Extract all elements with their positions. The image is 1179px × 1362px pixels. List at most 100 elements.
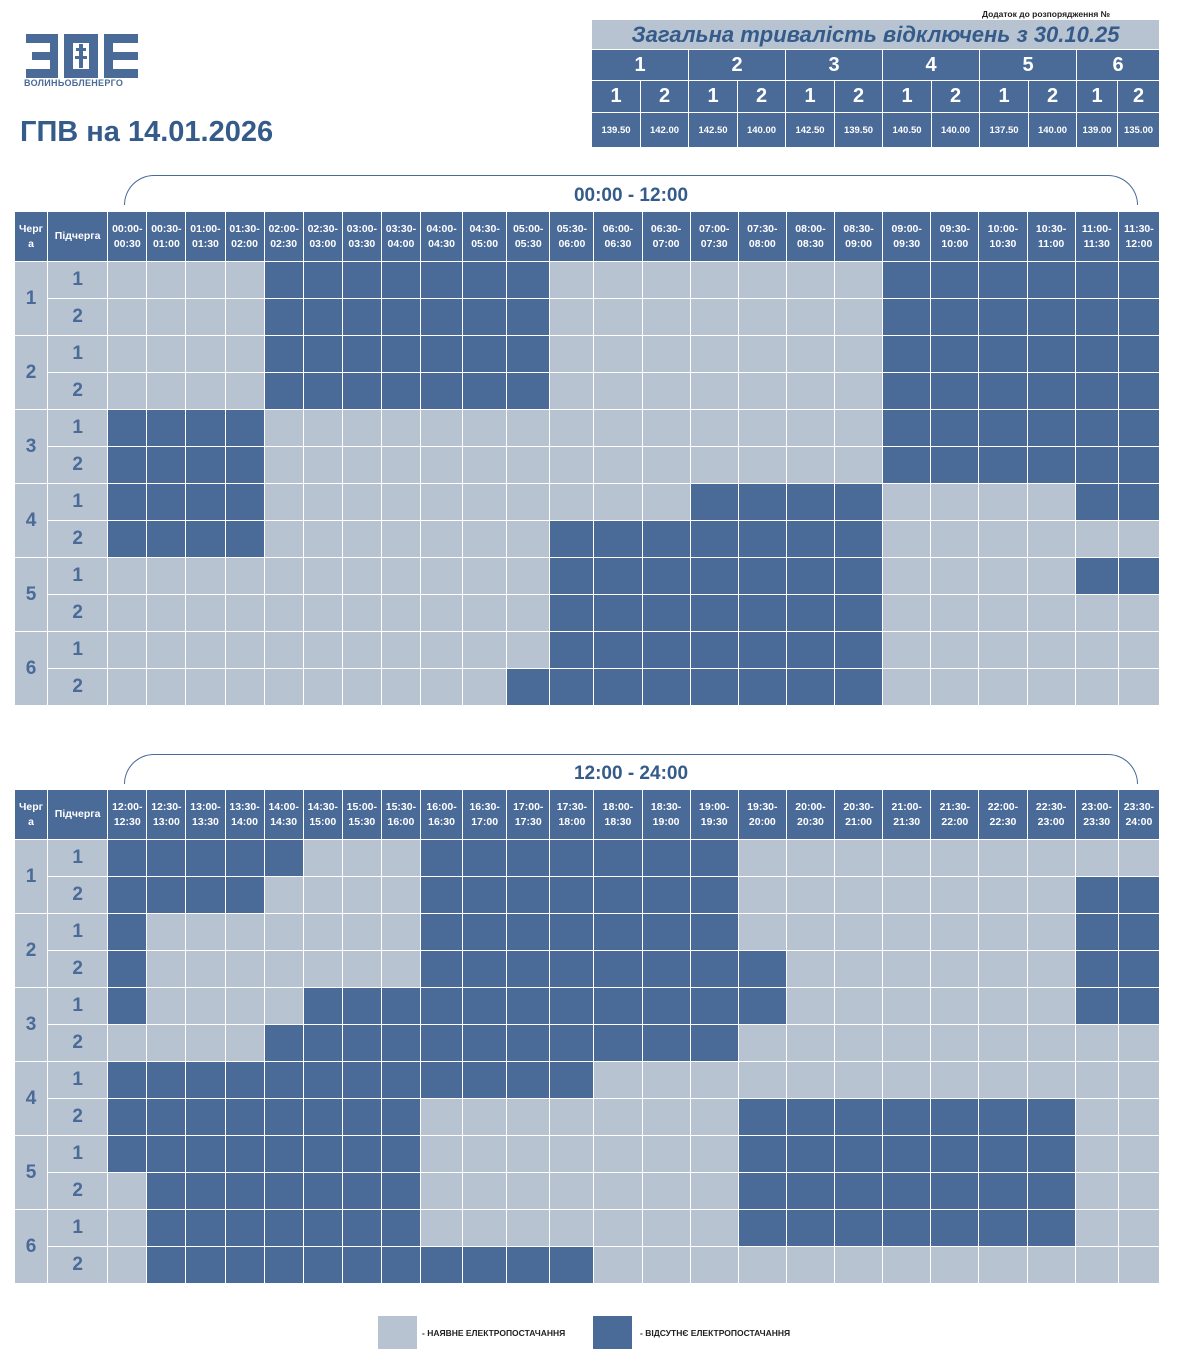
time-slot-header: 01:00- 01:30 xyxy=(185,211,226,262)
power-on-cell xyxy=(506,483,551,521)
time-slot-header: 06:00- 06:30 xyxy=(593,211,643,262)
time-slot-header: 12:30- 13:00 xyxy=(146,789,187,840)
time-slot-header: 04:00- 04:30 xyxy=(419,211,464,262)
power-on-cell xyxy=(462,1172,508,1210)
power-on-cell xyxy=(1026,668,1076,706)
power-on-cell xyxy=(302,950,343,988)
power-on-cell xyxy=(549,409,595,447)
outage-cell xyxy=(978,446,1028,484)
time-slot-header: 19:30- 20:00 xyxy=(737,789,787,840)
outage-cell xyxy=(302,1172,343,1210)
time-slot-header: 21:30- 22:00 xyxy=(930,789,980,840)
outage-cell xyxy=(785,483,836,521)
outage-cell xyxy=(930,298,980,336)
outage-cell xyxy=(419,839,464,877)
outage-cell xyxy=(380,261,421,299)
outage-cell xyxy=(930,335,980,373)
power-on-cell xyxy=(224,557,265,595)
power-on-cell xyxy=(1117,1135,1161,1173)
power-on-cell xyxy=(380,913,421,951)
outage-cell xyxy=(882,1172,932,1210)
power-on-cell xyxy=(1117,594,1161,632)
outage-cell xyxy=(689,557,739,595)
power-on-cell xyxy=(978,1061,1028,1099)
subqueue-number: 1 xyxy=(47,913,109,951)
power-on-cell xyxy=(263,987,304,1025)
power-on-cell xyxy=(224,372,265,410)
time-slot-header: 18:30- 19:00 xyxy=(641,789,691,840)
power-on-cell xyxy=(689,1061,739,1099)
power-on-cell xyxy=(641,261,691,299)
subqueue-number: 2 xyxy=(47,876,109,914)
outage-cell xyxy=(341,1098,382,1136)
outage-cell xyxy=(737,987,787,1025)
outage-cell xyxy=(185,409,226,447)
outage-cell xyxy=(1026,1135,1076,1173)
power-on-cell xyxy=(224,913,265,951)
outage-cell xyxy=(224,876,265,914)
outage-cell xyxy=(263,1172,304,1210)
time-slot-header: 03:00- 03:30 xyxy=(341,211,382,262)
outage-cell xyxy=(107,1098,148,1136)
power-on-cell xyxy=(506,557,551,595)
power-on-cell xyxy=(1074,1135,1119,1173)
power-on-cell xyxy=(1074,631,1119,669)
time-slot-header: 08:30- 09:00 xyxy=(834,211,884,262)
outage-cell xyxy=(1026,372,1076,410)
power-on-cell xyxy=(737,335,787,373)
power-on-cell xyxy=(882,520,932,558)
schedule-row: 2 xyxy=(15,876,1161,914)
power-on-cell xyxy=(185,557,226,595)
outage-cell xyxy=(146,520,187,558)
outage-cell xyxy=(462,839,508,877)
power-on-cell xyxy=(1026,594,1076,632)
power-on-cell xyxy=(1074,1246,1119,1284)
time-slot-header: 05:30- 06:00 xyxy=(549,211,595,262)
outage-cell xyxy=(549,520,595,558)
outage-cell xyxy=(641,631,691,669)
outage-cell xyxy=(1117,876,1161,914)
time-slot-header: 15:00- 15:30 xyxy=(341,789,382,840)
power-on-cell xyxy=(380,557,421,595)
outage-cell xyxy=(341,261,382,299)
power-on-cell xyxy=(785,261,836,299)
outage-cell xyxy=(1074,335,1119,373)
outage-cell xyxy=(785,520,836,558)
power-on-cell xyxy=(380,409,421,447)
power-on-cell xyxy=(882,987,932,1025)
power-on-cell xyxy=(506,631,551,669)
power-on-cell xyxy=(978,557,1028,595)
outage-cell xyxy=(737,1172,787,1210)
outage-cell xyxy=(785,1172,836,1210)
power-on-cell xyxy=(785,372,836,410)
time-slot-header: 09:00- 09:30 xyxy=(882,211,932,262)
outage-cell xyxy=(930,409,980,447)
outage-cell xyxy=(263,1135,304,1173)
subqueue-number: 1 xyxy=(47,1135,109,1173)
time-slot-header: 20:30- 21:00 xyxy=(834,789,884,840)
outage-cell xyxy=(462,950,508,988)
time-slot-header: 09:30- 10:00 xyxy=(930,211,980,262)
queue-number: 5 xyxy=(13,557,49,632)
subqueue-number: 2 xyxy=(47,520,109,558)
outage-cell xyxy=(1074,409,1119,447)
outage-cell xyxy=(185,446,226,484)
outage-cell xyxy=(380,987,421,1025)
queue-number: 5 xyxy=(13,1135,49,1210)
power-on-cell xyxy=(1117,1246,1161,1284)
outage-cell xyxy=(737,1098,787,1136)
outage-cell xyxy=(419,1246,464,1284)
time-slot-header: 19:00- 19:30 xyxy=(689,789,739,840)
outage-cell xyxy=(593,876,643,914)
outage-cell xyxy=(380,1172,421,1210)
power-on-cell xyxy=(737,409,787,447)
outage-cell xyxy=(785,1209,836,1247)
outage-cell xyxy=(146,839,187,877)
outage-cell xyxy=(185,839,226,877)
power-on-cell xyxy=(737,876,787,914)
time-slot-header: 20:00- 20:30 xyxy=(785,789,836,840)
power-on-cell xyxy=(882,876,932,914)
power-on-cell xyxy=(641,335,691,373)
outage-cell xyxy=(462,298,508,336)
outage-cell xyxy=(380,1135,421,1173)
